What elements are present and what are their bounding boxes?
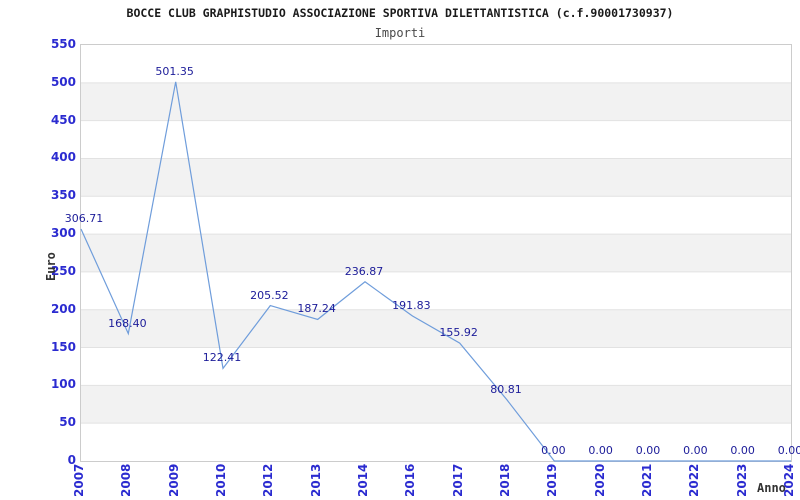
- data-point-value-label: 191.83: [392, 298, 431, 312]
- data-point-value-label: 501.35: [155, 64, 194, 78]
- y-tick-label: 0: [67, 453, 76, 467]
- line-chart-svg: [80, 81, 791, 462]
- x-tick-label: 2007: [72, 463, 86, 497]
- x-tick-label: 2018: [498, 463, 512, 497]
- y-tick-label: 150: [50, 339, 76, 354]
- data-point-value-label: 122.41: [202, 351, 242, 365]
- x-tick-label: 2013: [308, 463, 323, 497]
- data-point-value-label: 168.40: [108, 316, 147, 330]
- x-tick-label: 2014: [356, 463, 370, 497]
- y-tick-label: 100: [50, 377, 76, 392]
- y-tick-label: 500: [50, 74, 76, 89]
- x-tick-label: 2022: [687, 463, 702, 497]
- x-axis-title: Anno: [757, 481, 786, 495]
- x-tick-label: 2008: [119, 463, 134, 497]
- chart-title: BOCCE CLUB GRAPHISTUDIO ASSOCIAZIONE SPO…: [126, 6, 674, 20]
- data-line: [80, 81, 791, 462]
- y-tick-label: 450: [50, 112, 76, 127]
- x-tick-label: 2016: [403, 463, 418, 497]
- data-point-value-label: 0.00: [635, 444, 661, 457]
- x-tick-label: 2010: [214, 463, 228, 497]
- data-point-value-label: 236.87: [344, 264, 384, 278]
- y-tick-label: 50: [59, 415, 76, 430]
- data-point-value-label: 155.92: [439, 326, 478, 340]
- data-point-value-label: 0.00: [588, 444, 613, 457]
- y-tick-label: 350: [50, 188, 76, 203]
- data-point-value-label: 0.00: [683, 444, 708, 457]
- data-point-value-label: 0.00: [730, 444, 755, 457]
- data-point-value-label: 306.71: [64, 212, 104, 226]
- background-band: [81, 309, 791, 348]
- data-point-value-label: 205.52: [250, 288, 289, 302]
- x-tick-label: 2009: [166, 463, 181, 497]
- y-tick-label: 550: [50, 37, 76, 51]
- data-point-value-label: 187.24: [297, 302, 336, 316]
- data-point-value-label: 0.00: [777, 444, 800, 457]
- x-tick-label: 2020: [592, 463, 607, 497]
- x-tick-label: 2023: [734, 463, 749, 497]
- plot-area: [80, 44, 792, 462]
- y-tick-label: 250: [50, 263, 76, 278]
- x-tick-label: 2021: [640, 463, 654, 497]
- y-tick-label: 300: [50, 226, 76, 241]
- data-point-value-label: 0.00: [541, 444, 566, 457]
- x-tick-label: 2017: [450, 463, 465, 497]
- background-band: [81, 158, 791, 197]
- x-tick-label: 2012: [261, 463, 276, 497]
- y-axis-title: Euro: [44, 252, 58, 281]
- background-band: [81, 385, 791, 424]
- chart-subtitle: Importi: [374, 26, 426, 40]
- background-band: [81, 82, 791, 121]
- y-tick-label: 200: [50, 301, 76, 316]
- y-tick-label: 400: [50, 150, 76, 165]
- background-band: [81, 234, 791, 272]
- x-tick-label: 2019: [545, 463, 560, 497]
- data-point-value-label: 80.81: [490, 382, 522, 396]
